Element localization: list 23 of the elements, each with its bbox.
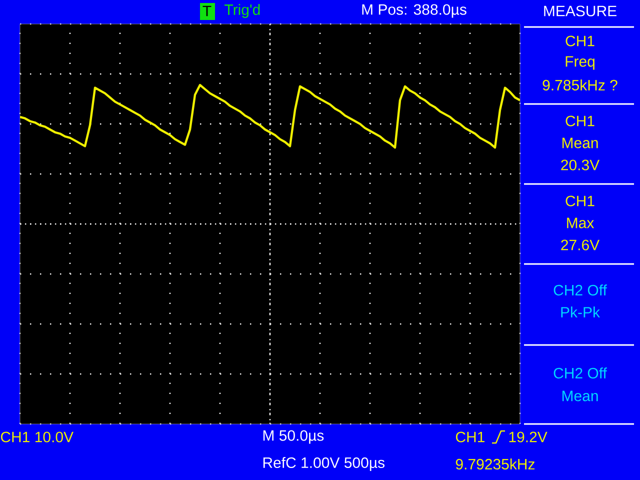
text: RefC 1.00V 500µs <box>263 457 385 471</box>
text: CH2 Off <box>554 284 607 296</box>
text: Mean <box>562 138 598 148</box>
text: CH1 10.0V <box>0 432 74 442</box>
text: M 50.0µs <box>263 430 324 444</box>
text: 27.6V <box>561 240 600 250</box>
text: 19.2V <box>509 432 548 442</box>
text: Max <box>567 218 594 228</box>
text: CH1 <box>566 36 594 46</box>
text: 9.785kHz ? <box>542 79 618 90</box>
text: T <box>202 6 212 16</box>
text: Mean <box>562 390 598 402</box>
text: M Pos: 388.0µs <box>362 4 466 18</box>
text: 20.3V <box>561 160 600 170</box>
text: 9.79235kHz <box>456 458 534 470</box>
text: CH2 Off <box>554 367 607 378</box>
text: Freq <box>566 56 594 70</box>
text: CH1 <box>566 116 594 126</box>
text: Pk-Pk <box>561 306 600 318</box>
text: Trig'd <box>224 4 260 18</box>
text: CH1 <box>566 196 594 206</box>
text: CH1 <box>456 432 484 442</box>
text: MEASURE <box>544 6 616 16</box>
